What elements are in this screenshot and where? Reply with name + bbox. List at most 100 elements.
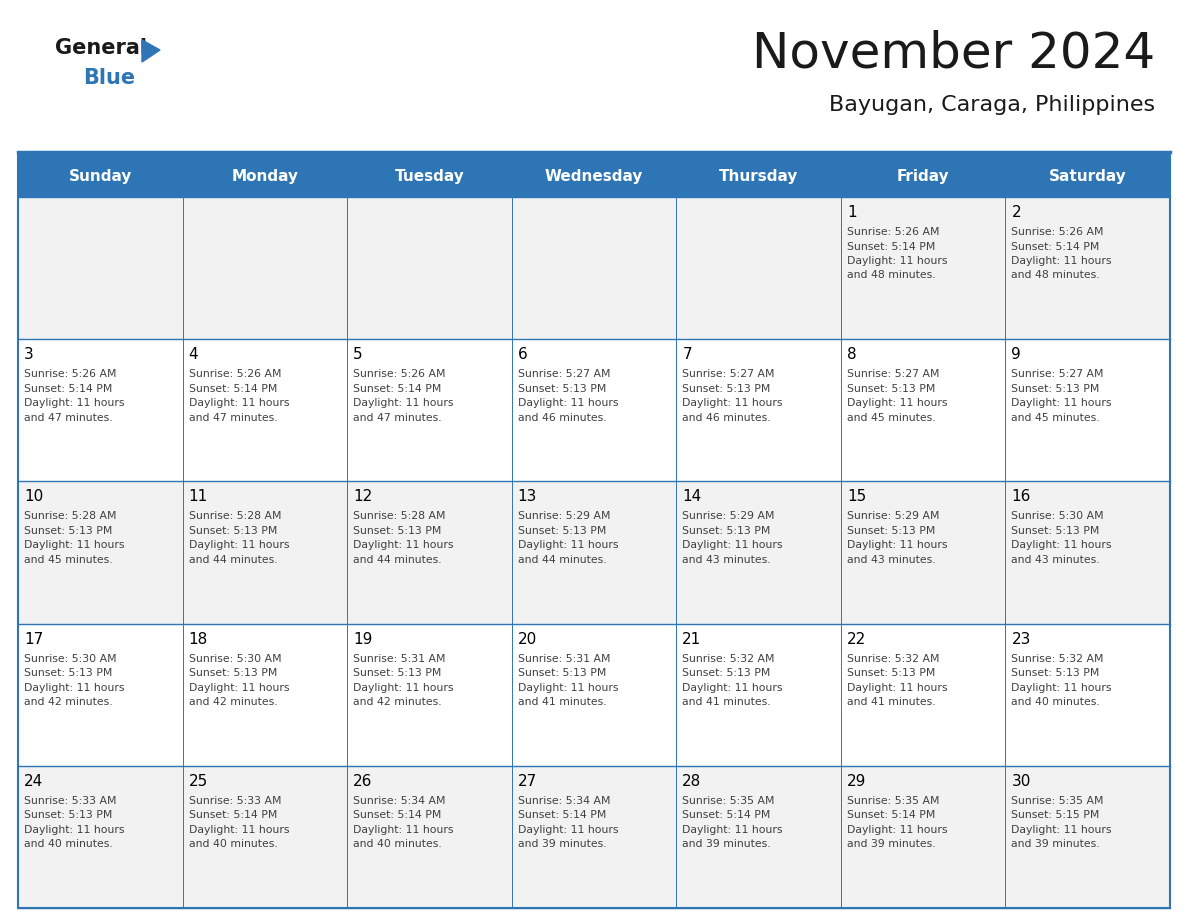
Text: Monday: Monday	[232, 169, 298, 184]
Text: and 43 minutes.: and 43 minutes.	[847, 554, 935, 565]
Text: Daylight: 11 hours: Daylight: 11 hours	[353, 824, 454, 834]
Text: Daylight: 11 hours: Daylight: 11 hours	[518, 398, 618, 409]
Text: Sunrise: 5:27 AM: Sunrise: 5:27 AM	[518, 369, 611, 379]
Text: 27: 27	[518, 774, 537, 789]
Text: Daylight: 11 hours: Daylight: 11 hours	[682, 824, 783, 834]
Bar	[18, 623, 1170, 766]
Text: Sunset: 5:13 PM: Sunset: 5:13 PM	[682, 526, 771, 536]
Text: 30: 30	[1011, 774, 1031, 789]
Text: Sunset: 5:14 PM: Sunset: 5:14 PM	[189, 384, 277, 394]
Text: Sunset: 5:13 PM: Sunset: 5:13 PM	[518, 526, 606, 536]
Text: Bayugan, Caraga, Philippines: Bayugan, Caraga, Philippines	[829, 95, 1155, 115]
Text: Daylight: 11 hours: Daylight: 11 hours	[1011, 541, 1112, 551]
Text: Daylight: 11 hours: Daylight: 11 hours	[847, 256, 947, 266]
Text: Sunset: 5:14 PM: Sunset: 5:14 PM	[353, 811, 442, 821]
Text: Daylight: 11 hours: Daylight: 11 hours	[189, 683, 289, 692]
Text: and 45 minutes.: and 45 minutes.	[847, 413, 935, 422]
Text: Daylight: 11 hours: Daylight: 11 hours	[1011, 398, 1112, 409]
Text: and 48 minutes.: and 48 minutes.	[847, 271, 935, 281]
Text: Sunrise: 5:27 AM: Sunrise: 5:27 AM	[1011, 369, 1104, 379]
Text: and 39 minutes.: and 39 minutes.	[518, 839, 606, 849]
Text: 11: 11	[189, 489, 208, 504]
Text: Sunset: 5:13 PM: Sunset: 5:13 PM	[24, 526, 113, 536]
Text: 22: 22	[847, 632, 866, 646]
Text: Sunset: 5:13 PM: Sunset: 5:13 PM	[189, 526, 277, 536]
Polygon shape	[143, 40, 160, 62]
Text: Sunrise: 5:34 AM: Sunrise: 5:34 AM	[518, 796, 611, 806]
Text: and 44 minutes.: and 44 minutes.	[518, 554, 606, 565]
Text: 23: 23	[1011, 632, 1031, 646]
Text: Sunrise: 5:26 AM: Sunrise: 5:26 AM	[24, 369, 116, 379]
Text: Sunrise: 5:29 AM: Sunrise: 5:29 AM	[518, 511, 611, 521]
Text: and 42 minutes.: and 42 minutes.	[189, 697, 277, 707]
Text: and 46 minutes.: and 46 minutes.	[518, 413, 606, 422]
Text: Sunrise: 5:27 AM: Sunrise: 5:27 AM	[682, 369, 775, 379]
Text: Sunset: 5:14 PM: Sunset: 5:14 PM	[353, 384, 442, 394]
Text: Sunrise: 5:28 AM: Sunrise: 5:28 AM	[24, 511, 116, 521]
Text: Sunset: 5:13 PM: Sunset: 5:13 PM	[1011, 526, 1100, 536]
Text: and 40 minutes.: and 40 minutes.	[24, 839, 113, 849]
Text: and 47 minutes.: and 47 minutes.	[24, 413, 113, 422]
Text: and 44 minutes.: and 44 minutes.	[189, 554, 277, 565]
Text: 20: 20	[518, 632, 537, 646]
Text: Sunset: 5:15 PM: Sunset: 5:15 PM	[1011, 811, 1100, 821]
Text: Daylight: 11 hours: Daylight: 11 hours	[847, 541, 947, 551]
Text: 12: 12	[353, 489, 372, 504]
Text: 9: 9	[1011, 347, 1022, 363]
Text: 7: 7	[682, 347, 691, 363]
Text: 2: 2	[1011, 205, 1020, 220]
Text: 29: 29	[847, 774, 866, 789]
Text: General: General	[55, 38, 147, 58]
Text: Daylight: 11 hours: Daylight: 11 hours	[847, 683, 947, 692]
Bar	[18, 481, 1170, 623]
Text: 18: 18	[189, 632, 208, 646]
Text: and 39 minutes.: and 39 minutes.	[847, 839, 935, 849]
Text: Daylight: 11 hours: Daylight: 11 hours	[353, 541, 454, 551]
Text: Sunset: 5:13 PM: Sunset: 5:13 PM	[1011, 384, 1100, 394]
Text: and 40 minutes.: and 40 minutes.	[1011, 697, 1100, 707]
Text: Daylight: 11 hours: Daylight: 11 hours	[682, 541, 783, 551]
Text: Sunrise: 5:31 AM: Sunrise: 5:31 AM	[353, 654, 446, 664]
Text: Daylight: 11 hours: Daylight: 11 hours	[518, 824, 618, 834]
Text: and 48 minutes.: and 48 minutes.	[1011, 271, 1100, 281]
Text: Sunrise: 5:30 AM: Sunrise: 5:30 AM	[1011, 511, 1104, 521]
Bar	[18, 197, 1170, 339]
Text: Daylight: 11 hours: Daylight: 11 hours	[682, 683, 783, 692]
Text: Daylight: 11 hours: Daylight: 11 hours	[1011, 683, 1112, 692]
Text: Sunrise: 5:33 AM: Sunrise: 5:33 AM	[24, 796, 116, 806]
Text: and 40 minutes.: and 40 minutes.	[189, 839, 277, 849]
Text: Sunset: 5:13 PM: Sunset: 5:13 PM	[518, 668, 606, 678]
Text: Sunset: 5:13 PM: Sunset: 5:13 PM	[353, 668, 442, 678]
Text: and 42 minutes.: and 42 minutes.	[353, 697, 442, 707]
Text: Sunset: 5:13 PM: Sunset: 5:13 PM	[189, 668, 277, 678]
Text: and 47 minutes.: and 47 minutes.	[353, 413, 442, 422]
Text: Sunset: 5:14 PM: Sunset: 5:14 PM	[847, 241, 935, 252]
Bar	[18, 766, 1170, 908]
Text: Sunrise: 5:28 AM: Sunrise: 5:28 AM	[353, 511, 446, 521]
Text: Sunset: 5:14 PM: Sunset: 5:14 PM	[189, 811, 277, 821]
Text: Sunset: 5:13 PM: Sunset: 5:13 PM	[682, 384, 771, 394]
Text: and 43 minutes.: and 43 minutes.	[682, 554, 771, 565]
Text: and 40 minutes.: and 40 minutes.	[353, 839, 442, 849]
Text: and 39 minutes.: and 39 minutes.	[1011, 839, 1100, 849]
Text: 28: 28	[682, 774, 702, 789]
Text: and 46 minutes.: and 46 minutes.	[682, 413, 771, 422]
Text: Sunrise: 5:30 AM: Sunrise: 5:30 AM	[189, 654, 282, 664]
Text: Daylight: 11 hours: Daylight: 11 hours	[353, 398, 454, 409]
Text: 21: 21	[682, 632, 702, 646]
Text: and 41 minutes.: and 41 minutes.	[518, 697, 606, 707]
Text: Daylight: 11 hours: Daylight: 11 hours	[24, 541, 125, 551]
Text: Daylight: 11 hours: Daylight: 11 hours	[353, 683, 454, 692]
Text: and 47 minutes.: and 47 minutes.	[189, 413, 277, 422]
Text: Sunset: 5:13 PM: Sunset: 5:13 PM	[847, 668, 935, 678]
Text: Daylight: 11 hours: Daylight: 11 hours	[24, 683, 125, 692]
Text: Thursday: Thursday	[719, 169, 798, 184]
Text: and 42 minutes.: and 42 minutes.	[24, 697, 113, 707]
Text: Daylight: 11 hours: Daylight: 11 hours	[189, 398, 289, 409]
Text: 24: 24	[24, 774, 43, 789]
Text: Sunrise: 5:27 AM: Sunrise: 5:27 AM	[847, 369, 940, 379]
Text: Sunday: Sunday	[69, 169, 132, 184]
Text: 10: 10	[24, 489, 43, 504]
Text: Sunrise: 5:30 AM: Sunrise: 5:30 AM	[24, 654, 116, 664]
Text: 4: 4	[189, 347, 198, 363]
